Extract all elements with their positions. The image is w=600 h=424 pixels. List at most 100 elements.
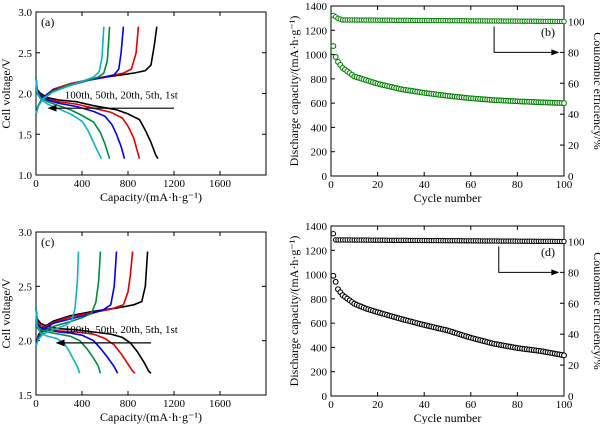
y2-tick-label: 100 — [568, 236, 585, 248]
y2-tick-label: 80 — [568, 47, 580, 59]
x-tick-label: 20 — [372, 179, 384, 191]
y2-tick-label: 20 — [568, 360, 580, 372]
x-tick-label: 60 — [465, 179, 477, 191]
plot-frame — [35, 231, 267, 396]
y-tick-label: 800 — [311, 294, 328, 306]
efficiency-point — [330, 231, 337, 237]
x-tick-label: 100 — [556, 179, 573, 191]
discharge-curve-0 — [35, 308, 152, 374]
y-tick-label: 1.0 — [18, 170, 32, 182]
x-axis-label: Capacity/(mA·h·g⁻¹) — [100, 190, 202, 204]
x-tick-label: 100 — [556, 399, 573, 411]
y2-tick-label: 100 — [568, 16, 585, 28]
x-axis-label: Cycle number — [414, 191, 482, 205]
discharge-curve-3 — [35, 77, 111, 159]
y-axis-label: Cell voltage/V — [0, 58, 13, 129]
annotation-arrowhead — [47, 104, 57, 112]
y-tick-label: 1.5 — [18, 390, 32, 402]
x-tick-label: 80 — [512, 179, 524, 191]
y2-tick-label: 60 — [568, 298, 580, 310]
y-tick-label: 3.0 — [18, 7, 32, 19]
panel-c-voltage-profile: 0 400 800 1200 1600 1.5 2.0 2.5 3.0 Capacity/(mA·… — [0, 227, 267, 424]
y2-tick-label: 0 — [568, 171, 574, 183]
discharge-curve-2 — [35, 77, 126, 159]
y2-tick-label: 0 — [568, 391, 574, 403]
y-tick-label: 2.5 — [18, 281, 32, 293]
y2-tick-label: 20 — [568, 140, 580, 152]
discharge-curve-4 — [35, 77, 103, 160]
x-axis-label: Capacity/(mA·h·g⁻¹) — [100, 410, 202, 424]
discharge-curve-2 — [35, 308, 119, 374]
x-tick-label: 400 — [74, 178, 91, 190]
x-tick-label: 1200 — [163, 398, 186, 410]
panel-b-cycling-performance: 0 20 40 60 80 1000200400600800100012001400Cyc… — [287, 1, 600, 205]
y-tick-label: 2.5 — [18, 48, 32, 60]
y2-axis-label: Coulombic efficiency/% — [591, 32, 600, 149]
x-tick-label: 400 — [74, 398, 91, 410]
y-tick-label: 3.0 — [18, 227, 32, 239]
panel-label: (d) — [541, 245, 555, 259]
y-axis-label: Discharge capacity/(mA·h·g⁻¹) — [287, 16, 301, 167]
capacity-point — [330, 272, 337, 279]
axis-pointer-arrowhead — [551, 49, 560, 56]
x-tick-label: 800 — [120, 178, 137, 190]
panel-label: (c) — [41, 235, 54, 249]
y-axis-label: Discharge capacity/(mA·h·g⁻¹) — [287, 236, 301, 387]
y-tick-label: 1.5 — [18, 129, 32, 141]
y-tick-label: 800 — [311, 74, 328, 86]
panel-label: (b) — [541, 25, 555, 39]
axis-pointer-arrowhead — [551, 269, 560, 276]
annotation-arrowhead — [55, 339, 65, 347]
x-tick-label: 1600 — [209, 178, 232, 190]
efficiency-point — [561, 238, 567, 245]
y2-axis-label: Coulombic efficiency/% — [591, 252, 600, 369]
x-tick-label: 20 — [372, 399, 384, 411]
axis-pointer-arrow-line — [498, 246, 554, 273]
plot-frame — [330, 225, 565, 397]
plot-frame — [330, 5, 565, 177]
charge-curve-3 — [35, 251, 102, 347]
capacity-point — [561, 352, 567, 359]
y-tick-label: 1000 — [305, 50, 328, 62]
y-tick-label: 200 — [311, 367, 328, 379]
y-tick-label: 1400 — [305, 221, 328, 233]
y-tick-label: 200 — [311, 147, 328, 159]
y-tick-label: 2.0 — [18, 89, 32, 101]
charge-curve-4 — [35, 251, 80, 347]
efficiency-point — [561, 18, 567, 25]
x-axis-label: Cycle number — [414, 411, 482, 424]
cycle-annotation: 100th, 50th, 20th, 5th, 1st — [65, 89, 178, 101]
y-tick-label: 1400 — [305, 1, 328, 13]
x-tick-label: 60 — [465, 399, 477, 411]
y-tick-label: 2.0 — [18, 336, 32, 348]
capacity-point — [561, 100, 567, 107]
x-tick-label: 1200 — [163, 178, 186, 190]
x-tick-label: 80 — [512, 399, 524, 411]
y-tick-label: 400 — [311, 342, 328, 354]
panel-label: (a) — [41, 15, 54, 29]
y2-tick-label: 40 — [568, 109, 580, 121]
discharge-curve-1 — [35, 308, 136, 374]
y-tick-label: 0 — [322, 171, 328, 183]
cycle-annotation: 100th, 50th, 20th, 5th, 1st — [65, 324, 178, 336]
y2-tick-label: 40 — [568, 329, 580, 341]
y-tick-label: 400 — [311, 122, 328, 134]
axis-pointer-arrow-line — [493, 26, 554, 53]
y2-tick-label: 80 — [568, 267, 580, 279]
y-tick-label: 600 — [311, 98, 328, 110]
x-tick-label: 0 — [33, 398, 39, 410]
y-axis-label: Cell voltage/V — [0, 278, 13, 349]
y-tick-label: 1200 — [305, 25, 328, 37]
panel-a-voltage-profile: 0 400 800 1200 1600 1.0 1.5 2.0 2.5 3.0 Capacity/(… — [0, 7, 267, 204]
x-tick-label: 800 — [120, 398, 137, 410]
capacity-point — [332, 278, 339, 285]
y-tick-label: 0 — [322, 391, 328, 403]
discharge-curve-4 — [35, 308, 81, 374]
x-tick-label: 1600 — [209, 398, 232, 410]
capacity-point — [332, 54, 339, 60]
charge-curve-4 — [35, 26, 105, 115]
x-tick-label: 40 — [419, 179, 431, 191]
y-tick-label: 1000 — [305, 270, 328, 282]
x-tick-label: 0 — [33, 178, 39, 190]
x-tick-label: 0 — [328, 399, 334, 411]
